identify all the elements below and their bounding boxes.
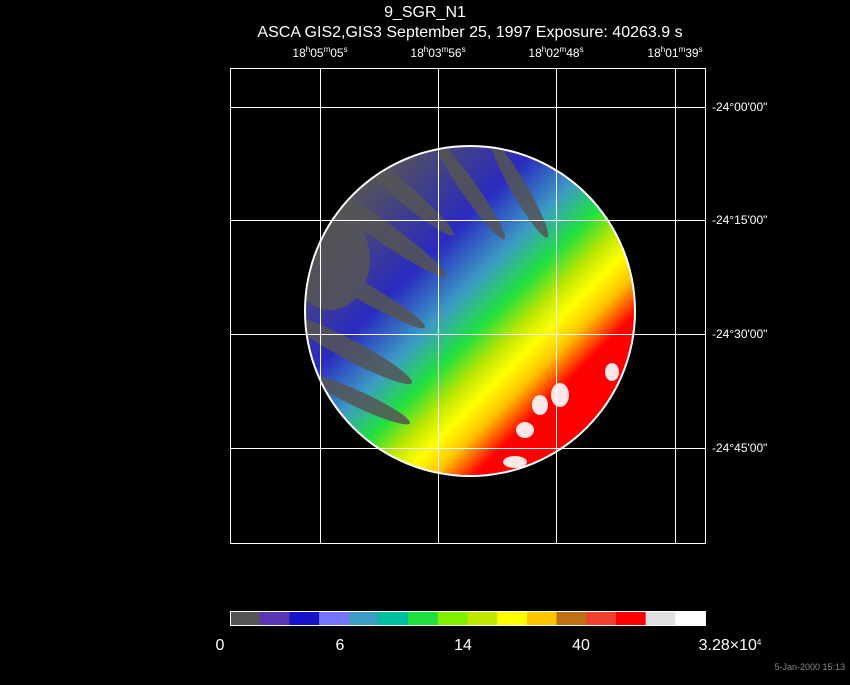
label-part: 05 [310, 46, 324, 60]
label-part: 6 [336, 637, 345, 654]
superscript: m [324, 45, 331, 54]
colorbar-swatch [289, 611, 320, 625]
superscript: h [661, 45, 665, 54]
label-part: 18 [528, 46, 542, 60]
label: 3.28×104 [699, 637, 762, 654]
superscript: s [344, 45, 348, 54]
label: 6 [336, 637, 345, 654]
label-part: 18 [410, 46, 424, 60]
label-part: 02 [546, 46, 560, 60]
label: 0 [216, 637, 225, 654]
colorbar-swatch [675, 611, 706, 625]
superscript: h [424, 45, 428, 54]
superscript: 4 [757, 638, 762, 647]
label-part: 39 [685, 46, 699, 60]
colorbar-swatch [467, 611, 498, 625]
superscript: m [442, 45, 449, 54]
label: 18h01m39s [647, 45, 702, 60]
colorbar-swatch [319, 611, 350, 625]
label-part: 14 [454, 637, 472, 654]
colorbar-swatch [586, 611, 617, 625]
colorbar-swatch [408, 611, 439, 625]
dec-label: -24°15'00" [712, 213, 767, 227]
colorbar-swatch [645, 611, 676, 625]
colorbar [230, 611, 706, 626]
superscript: h [542, 45, 546, 54]
dec-label: -24°30'00" [712, 327, 767, 341]
label-part: 3.28×10 [699, 637, 757, 654]
frame [230, 68, 706, 544]
colorbar-swatch [526, 611, 558, 625]
label: 14 [454, 637, 472, 654]
label: 18h02m48s [528, 45, 583, 60]
label-part: 18 [647, 46, 661, 60]
colorbar-swatch [615, 611, 647, 625]
title: 9_SGR_N1 [384, 4, 466, 21]
colorbar-frame [230, 611, 706, 626]
colorbar-swatch [556, 611, 587, 625]
superscript: m [679, 45, 686, 54]
superscript: s [462, 45, 466, 54]
label-part: 56 [448, 46, 462, 60]
colorbar-swatch [497, 611, 528, 625]
superscript: h [306, 45, 310, 54]
label-part: 40 [572, 637, 590, 654]
label-part: 03 [428, 46, 442, 60]
superscript: m [560, 45, 567, 54]
label-part: 05 [330, 46, 344, 60]
dec-label: -24°00'00" [712, 100, 767, 114]
timestamp: 5-Jan-2000 15:13 [774, 662, 845, 672]
label-part: 01 [665, 46, 679, 60]
ra-labels: 18h05m05s 18h03m56s 18h02m48s 18h01m39s [292, 45, 702, 60]
colorbar-swatch [437, 611, 468, 625]
label-part: 0 [216, 637, 225, 654]
hot-spots [503, 363, 619, 468]
superscript: s [580, 45, 584, 54]
label-part: 48 [566, 46, 580, 60]
colorbar-swatch [259, 611, 290, 625]
colorbar-swatch [230, 611, 261, 625]
label-part: 18 [292, 46, 306, 60]
colorbar-labels: 0 6 14 40 3.28×104 [216, 637, 762, 654]
dec-labels: -24°00'00" -24°15'00" -24°30'00" -24°45'00" [712, 100, 767, 455]
coordinate-grid [230, 68, 706, 544]
colorbar-swatch [378, 611, 409, 625]
label: 18h05m05s [292, 45, 347, 60]
label: 18h03m56s [410, 45, 465, 60]
superscript: s [699, 45, 703, 54]
exposure-image [304, 145, 636, 477]
dec-label: -24°45'00" [712, 441, 767, 455]
colorbar-swatch [348, 611, 379, 625]
subtitle: ASCA GIS2,GIS3 September 25, 1997 Exposu… [257, 24, 682, 41]
label: 40 [572, 637, 590, 654]
